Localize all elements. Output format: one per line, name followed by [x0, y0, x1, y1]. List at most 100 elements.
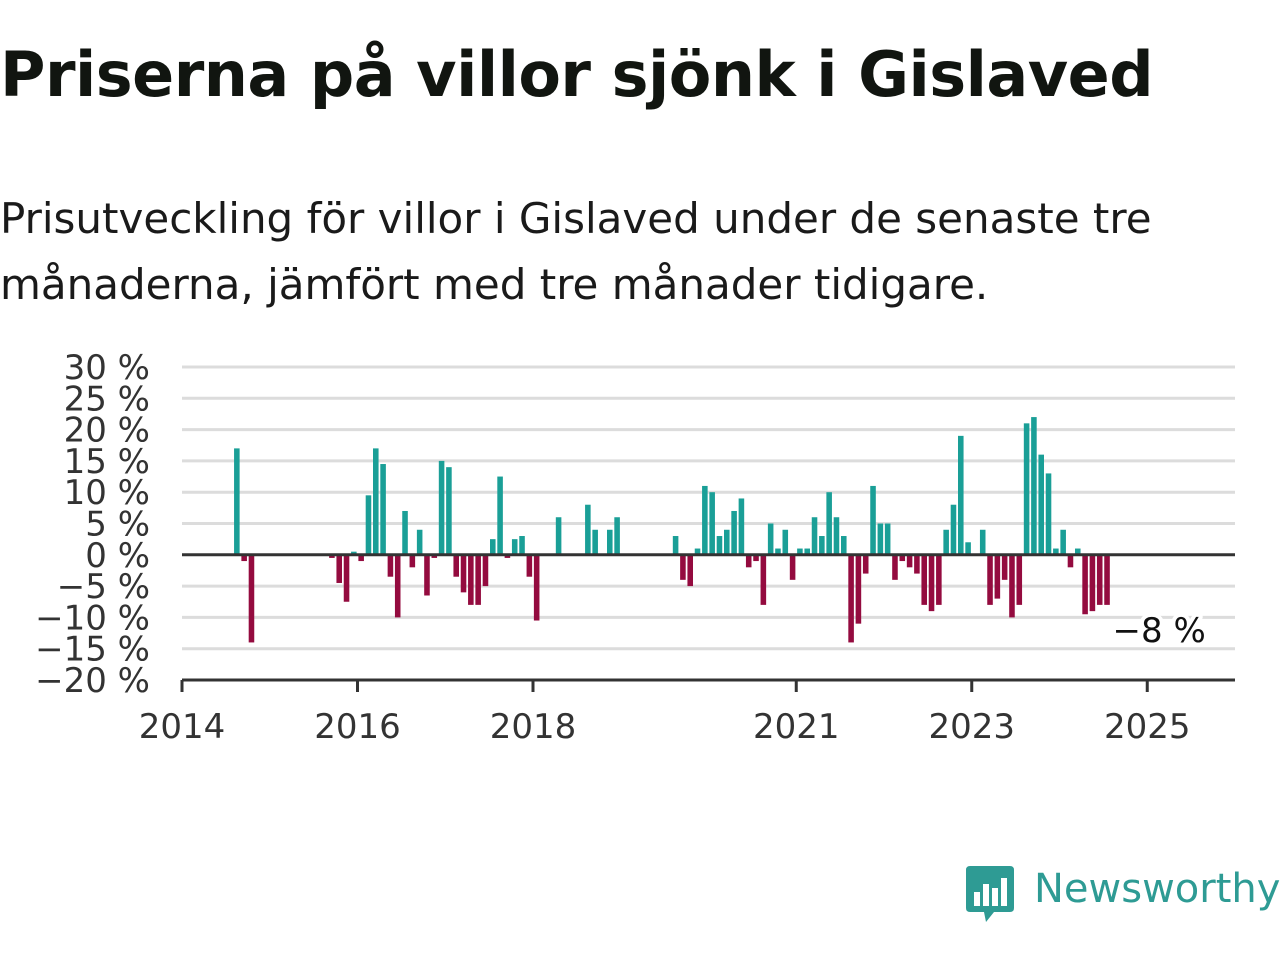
bar [1045, 473, 1052, 555]
newsworthy-logo-icon [966, 866, 1014, 922]
axes [180, 553, 1235, 692]
bar [424, 554, 430, 596]
bar [884, 523, 891, 555]
bar [1104, 554, 1110, 605]
bar [438, 460, 445, 555]
y-tick-label: −10 % [35, 598, 150, 638]
bar [789, 554, 796, 580]
bar [994, 554, 1001, 599]
bar [453, 554, 459, 577]
bar [1009, 554, 1015, 618]
bar [862, 554, 869, 574]
bar [1016, 554, 1023, 605]
bar [234, 448, 240, 555]
bar [351, 551, 357, 555]
bar [672, 536, 679, 555]
bar [482, 554, 489, 587]
bar [1082, 554, 1088, 615]
y-tick-label: −15 % [35, 630, 150, 670]
bar [870, 485, 876, 555]
x-tick-label: 2021 [753, 707, 840, 740]
annotation-halo: −8 % [1113, 611, 1206, 651]
bar [694, 548, 701, 555]
bar [709, 492, 715, 555]
bar [797, 548, 803, 555]
bar [775, 548, 781, 555]
bar [431, 554, 438, 558]
bar [446, 467, 452, 555]
bar [753, 554, 759, 562]
bar [380, 464, 386, 555]
bar [1075, 548, 1081, 555]
bar [760, 554, 767, 605]
x-axis-tick-labels: 2014 2016 2018 2021 2023 2025 [139, 707, 1191, 740]
bar [1089, 554, 1096, 612]
bar [965, 542, 971, 555]
bar [1067, 554, 1074, 568]
bar [511, 539, 518, 555]
bar [826, 492, 832, 555]
bar [731, 510, 737, 555]
bar [987, 554, 993, 605]
brand-name: Newsworthy [1034, 866, 1280, 912]
bar [1060, 529, 1066, 555]
bar [409, 554, 416, 568]
bar [979, 529, 986, 555]
y-tick-label: 20 % [64, 411, 150, 451]
bar [1038, 454, 1044, 555]
bar [892, 554, 898, 580]
bar [906, 554, 913, 568]
bar [724, 529, 730, 555]
newsworthy-logo: Newsworthy [964, 864, 1280, 928]
y-tick-label: 10 % [64, 473, 150, 513]
x-tick-label: 2023 [928, 707, 1015, 740]
bar [373, 448, 379, 555]
bar [767, 523, 774, 555]
bar [497, 476, 503, 555]
bar [841, 536, 847, 555]
bar [336, 554, 342, 583]
bar [555, 517, 562, 555]
bar [475, 554, 481, 605]
bar [460, 554, 467, 593]
bar [928, 554, 935, 612]
bar [738, 498, 745, 555]
bar [680, 554, 686, 580]
bar [607, 529, 613, 555]
x-tick-label: 2014 [139, 707, 226, 740]
bar [687, 554, 693, 587]
bar [848, 554, 854, 643]
bar [402, 510, 408, 555]
bar [819, 536, 825, 555]
bar [745, 554, 752, 568]
bar [526, 554, 533, 577]
bar [387, 554, 394, 577]
chart-title: Priserna på villor sjönk i Gislaved [0, 38, 1154, 111]
y-tick-label: −5 % [57, 567, 150, 607]
bar [533, 554, 540, 621]
bars [234, 417, 1110, 643]
bar [592, 529, 598, 555]
bar [1096, 554, 1103, 605]
y-tick-label: 5 % [85, 505, 150, 545]
bar [914, 554, 920, 574]
bar [921, 554, 927, 605]
x-tick-label: 2025 [1104, 707, 1191, 740]
chart-subtitle: Prisutveckling för villor i Gislaved und… [0, 194, 1152, 309]
x-tick-label: 2018 [490, 707, 577, 740]
bar [394, 554, 401, 618]
bar [343, 554, 350, 602]
y-tick-label: 0 % [85, 536, 150, 576]
bar [855, 554, 862, 624]
bar [899, 554, 906, 562]
bar [716, 536, 723, 555]
bar [1001, 554, 1008, 580]
bar [958, 435, 964, 555]
y-tick-label: 15 % [64, 442, 150, 482]
bar [1031, 417, 1037, 555]
bar [329, 554, 335, 558]
x-tick-label: 2016 [314, 707, 401, 740]
y-tick-label: −20 % [35, 661, 150, 701]
bar [804, 548, 810, 555]
bar [585, 504, 591, 555]
